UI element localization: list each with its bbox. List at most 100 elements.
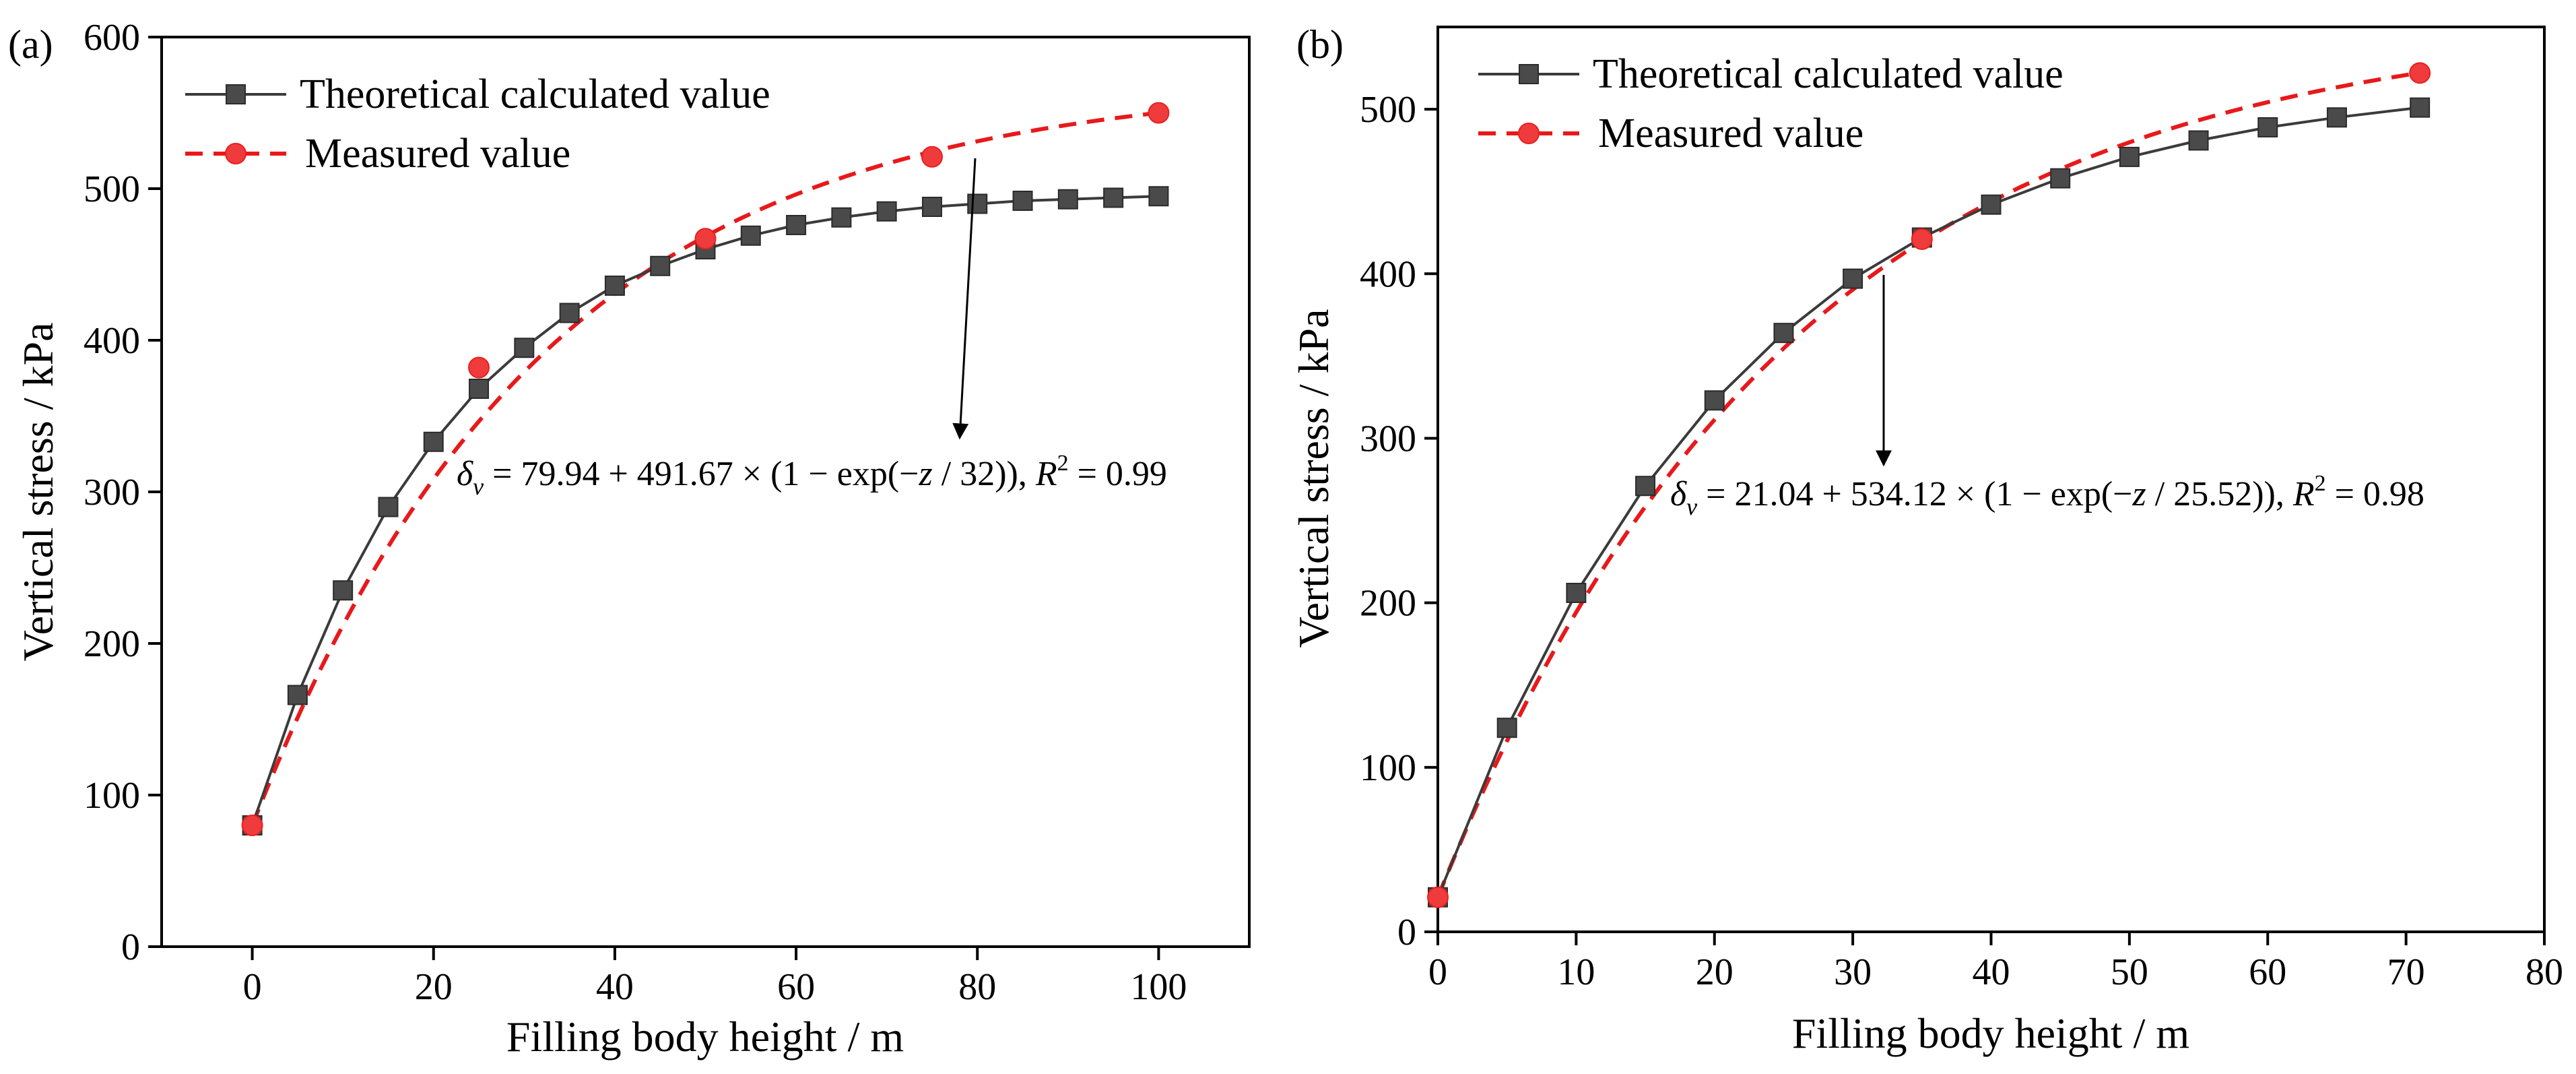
chart-panel-a: 0 20 40 60 80 100 0 100 200 300 400 500 600 (a) Fillin…	[8, 17, 1251, 1061]
annotation-arrow	[952, 158, 977, 440]
eq-r: R	[2292, 475, 2315, 513]
theoretical-point	[2050, 168, 2071, 189]
legend: Theoretical calculated value Measured val…	[1478, 51, 2063, 156]
x-tick-label: 60	[777, 966, 815, 1008]
theoretical-point	[1103, 187, 1124, 208]
theoretical-point	[604, 276, 625, 296]
y-tick-label: 300	[1360, 418, 1416, 460]
y-tick-label: 500	[1360, 89, 1416, 131]
x-tick-label: 20	[415, 966, 453, 1008]
x-tick-label: 20	[1696, 951, 1733, 993]
theoretical-point	[469, 379, 490, 399]
theoretical-point	[2410, 97, 2431, 118]
theoretical-point	[876, 201, 897, 222]
theoretical-point	[423, 431, 444, 452]
eq-rhs: = 21.04 + 534.12 × (1 − exp(−	[1697, 475, 2132, 513]
measured-point	[1911, 228, 1933, 250]
legend-label-theoretical: Theoretical calculated value	[1593, 51, 2063, 97]
fit-equation: δv = 79.94 + 491.67 × (1 − exp(−z / 32))…	[457, 451, 1167, 500]
measured-point	[921, 146, 943, 168]
panel-label: (a)	[8, 22, 53, 67]
y-axis-title: Vertical stress / kPa	[14, 323, 62, 662]
x-axis-title: Filling body height / m	[1792, 1009, 2189, 1057]
theoretical-point	[1773, 323, 1794, 344]
theoretical-point	[514, 338, 535, 358]
y-axis-title: Vertical stress / kPa	[1290, 309, 1337, 648]
eq-lhs-sub: v	[1686, 493, 1697, 520]
y-tick-label: 0	[121, 926, 140, 968]
x-tick-label: 80	[2525, 951, 2563, 993]
y-tick-label: 200	[84, 623, 140, 665]
theoretical-point	[921, 197, 942, 217]
eq-lhs: δ	[1670, 475, 1687, 513]
y-tick-label: 200	[1360, 583, 1416, 625]
legend-label-measured: Measured value	[305, 131, 570, 177]
y-tick-label: 0	[1397, 912, 1416, 953]
x-tick-label: 60	[2249, 951, 2286, 993]
theoretical-point	[1635, 476, 1656, 497]
x-tick-label: 40	[1973, 951, 2010, 993]
theoretical-point	[786, 215, 807, 235]
theoretical-point	[1148, 186, 1169, 207]
measured-point	[2409, 62, 2431, 84]
legend-marker-measured	[225, 143, 246, 164]
x-tick-label: 40	[596, 966, 634, 1008]
measured-point	[1148, 102, 1170, 124]
x-tick-label: 80	[958, 966, 996, 1008]
y-tick-label: 100	[1360, 747, 1416, 789]
theoretical-point	[333, 580, 354, 601]
measured-point	[1427, 886, 1449, 908]
x-tick-label: 0	[243, 966, 262, 1008]
theoretical-point	[2257, 117, 2278, 137]
theoretical-point	[1843, 268, 1863, 289]
x-tick-label: 100	[1130, 966, 1187, 1008]
x-axis-title: Filling body height / m	[506, 1013, 904, 1061]
eq-lhs: δ	[457, 455, 473, 493]
theoretical-point	[559, 303, 580, 323]
eq-lhs-sub: v	[473, 473, 484, 500]
theoretical-point	[2326, 107, 2347, 128]
legend-label-measured: Measured value	[1598, 110, 1863, 156]
eq-r: R	[1035, 455, 1057, 493]
fitted-curve	[250, 110, 1159, 827]
legend-marker-theoretical	[226, 84, 246, 104]
measured-point	[694, 228, 717, 250]
y-tick-label: 400	[84, 320, 140, 362]
eq-var: z	[919, 455, 933, 493]
x-tick-label: 30	[1834, 951, 1872, 993]
eq-r-sup: 2	[2315, 471, 2326, 496]
eq-rhs: = 79.94 + 491.67 × (1 − exp(−	[484, 455, 919, 493]
theoretical-point	[1057, 189, 1078, 210]
x-tick-label: 70	[2387, 951, 2425, 993]
theoretical-point	[1012, 191, 1033, 211]
y-tick-label: 400	[1360, 253, 1416, 295]
theoretical-point	[650, 255, 671, 276]
theoretical-point	[287, 685, 308, 705]
theoretical-point	[1566, 582, 1587, 603]
eq-rhs2: / 32)),	[933, 455, 1036, 493]
x-tick-label: 50	[2111, 951, 2148, 993]
measured-point	[241, 815, 263, 836]
legend-label-theoretical: Theoretical calculated value	[300, 71, 770, 117]
theoretical-point	[831, 207, 852, 228]
measured-point	[468, 356, 490, 379]
theoretical-point	[378, 497, 399, 517]
y-tick-label: 600	[84, 17, 140, 59]
theoretical-point	[1496, 718, 1517, 738]
eq-r-val: = 0.98	[2326, 475, 2424, 513]
panel-label: (b)	[1296, 22, 1344, 67]
eq-r-sup: 2	[1057, 451, 1069, 476]
eq-var: z	[2132, 475, 2146, 513]
y-tick-label: 300	[84, 472, 140, 513]
x-tick-label: 0	[1428, 951, 1447, 993]
legend-marker-measured	[1518, 123, 1540, 144]
x-tick-label: 10	[1557, 951, 1595, 993]
eq-r-val: = 0.99	[1069, 455, 1167, 493]
y-tick-label: 100	[84, 775, 140, 817]
eq-rhs2: / 25.52)),	[2146, 475, 2293, 513]
legend: Theoretical calculated value Measured val…	[185, 71, 770, 177]
theoretical-point	[1981, 194, 2002, 215]
theoretical-point	[2188, 130, 2209, 151]
legend-marker-theoretical	[1519, 64, 1539, 84]
theoretical-point	[1704, 390, 1725, 411]
